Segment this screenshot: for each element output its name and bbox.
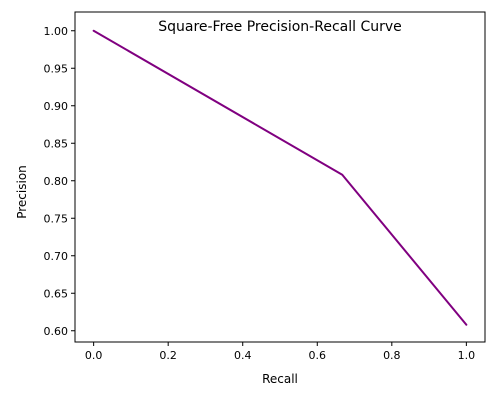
- y-axis: 0.60 0.65 0.70 0.75 0.80 0.85 0.90 0.95 1.00: [44, 25, 75, 338]
- plot-frame: [74, 11, 486, 343]
- series-line: [92, 29, 468, 326]
- y-tick-label: 0.90: [44, 100, 69, 113]
- y-axis-label: Precision: [15, 165, 29, 219]
- y-tick-label: 0.80: [44, 175, 69, 188]
- x-axis-label: Recall: [262, 372, 298, 386]
- x-tick-label: 0.0: [85, 349, 103, 362]
- x-tick-label: 1.0: [458, 349, 476, 362]
- y-tick-label: 0.85: [44, 137, 69, 150]
- x-axis: 0.0 0.2 0.4 0.6 0.8 1.0: [85, 342, 475, 362]
- y-tick-label: 1.00: [44, 25, 69, 38]
- y-tick-label: 0.60: [44, 325, 69, 338]
- x-tick-label: 0.6: [309, 349, 327, 362]
- x-tick-label: 0.2: [159, 349, 177, 362]
- x-tick-label: 0.8: [383, 349, 401, 362]
- plot-area: [92, 29, 468, 326]
- y-tick-label: 0.70: [44, 250, 69, 263]
- x-tick-label: 0.4: [234, 349, 252, 362]
- chart-title: Square-Free Precision-Recall Curve: [158, 19, 402, 35]
- y-tick-label: 0.65: [44, 287, 69, 300]
- y-tick-label: 0.95: [44, 62, 69, 75]
- y-tick-label: 0.75: [44, 212, 69, 225]
